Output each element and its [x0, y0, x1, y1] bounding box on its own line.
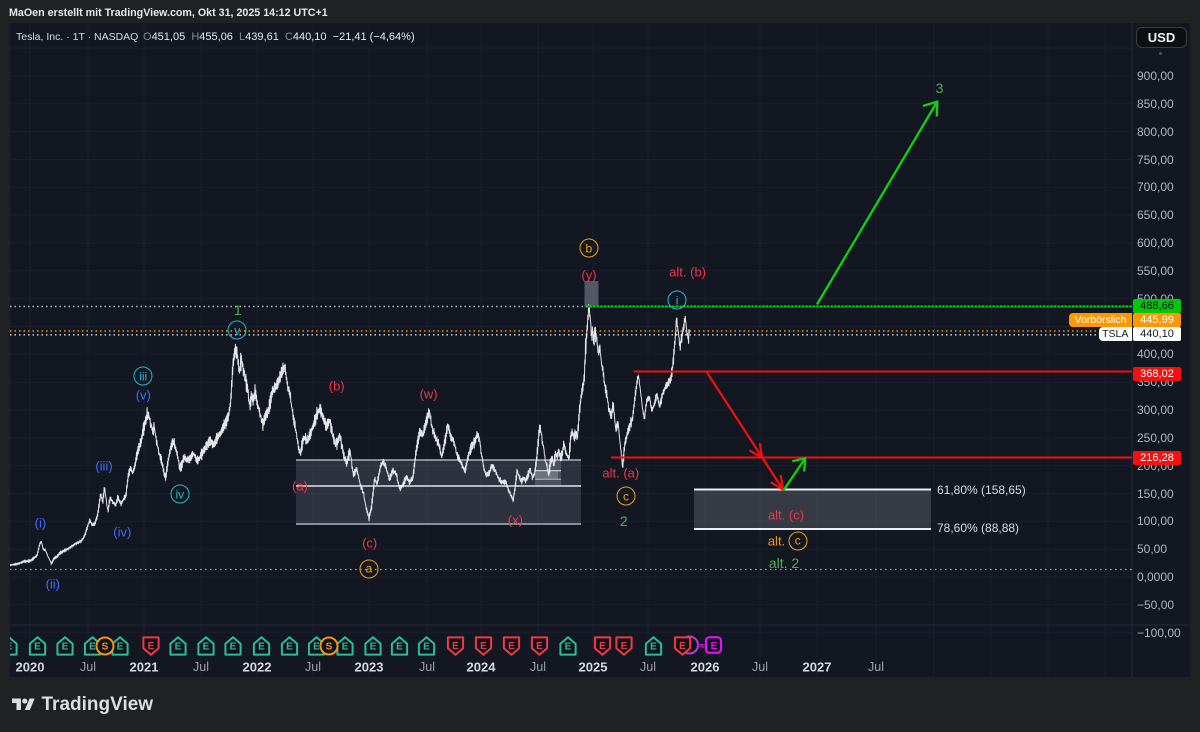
svg-text:E: E	[89, 642, 96, 653]
svg-text:E: E	[508, 641, 515, 652]
svg-text:S: S	[326, 642, 333, 653]
svg-text:E: E	[650, 642, 657, 653]
svg-text:E: E	[342, 642, 349, 653]
svg-text:E: E	[313, 642, 320, 653]
svg-text:E: E	[286, 642, 293, 653]
svg-text:E: E	[258, 642, 265, 653]
svg-text:E: E	[203, 642, 210, 653]
svg-text:E: E	[565, 642, 572, 653]
svg-text:E: E	[711, 641, 718, 652]
svg-text:E: E	[34, 642, 41, 653]
svg-text:E: E	[6, 642, 13, 653]
svg-text:E: E	[175, 642, 182, 653]
svg-text:E: E	[370, 642, 377, 653]
svg-text:E: E	[62, 642, 69, 653]
svg-text:E: E	[148, 641, 155, 652]
svg-text:E: E	[117, 642, 124, 653]
svg-text:E: E	[679, 641, 686, 652]
svg-text:E: E	[599, 641, 606, 652]
svg-text:E: E	[230, 642, 237, 653]
svg-text:E: E	[480, 641, 487, 652]
svg-text:E: E	[621, 641, 628, 652]
svg-text:≈: ≈	[699, 641, 705, 652]
svg-text:E: E	[536, 641, 543, 652]
svg-text:S: S	[102, 642, 109, 653]
svg-text:E: E	[396, 642, 403, 653]
svg-text:E: E	[452, 641, 459, 652]
svg-text:E: E	[423, 642, 430, 653]
